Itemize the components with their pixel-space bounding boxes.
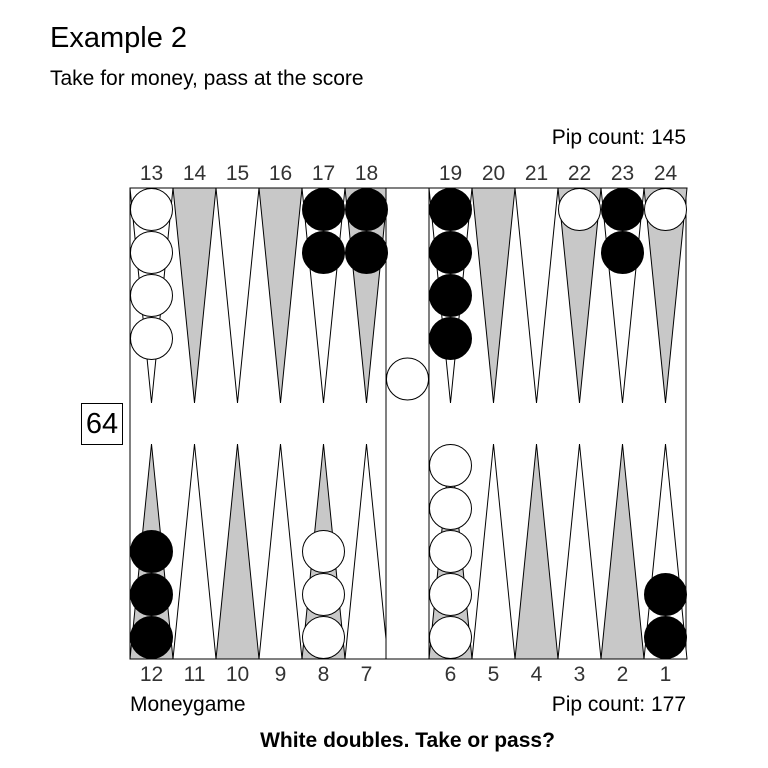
black-checker-point-19[interactable] xyxy=(429,231,472,274)
white-checker-point-8[interactable] xyxy=(302,573,345,616)
point-label-24: 24 xyxy=(654,162,678,185)
white-checker-point-24[interactable] xyxy=(644,188,687,231)
black-checker-point-18[interactable] xyxy=(345,231,388,274)
point-10-triangle xyxy=(215,443,260,660)
point-label-20: 20 xyxy=(482,162,505,185)
white-checker-point-8[interactable] xyxy=(302,616,345,659)
black-checker-point-23[interactable] xyxy=(601,231,644,274)
point-20-triangle xyxy=(471,187,516,404)
point-label-15: 15 xyxy=(226,162,249,185)
point-label-21: 21 xyxy=(525,162,548,185)
point-label-5: 5 xyxy=(488,663,500,686)
point-label-18: 18 xyxy=(355,162,378,185)
white-checker-point-13[interactable] xyxy=(130,188,173,231)
point-label-2: 2 xyxy=(617,663,629,686)
doubling-cube: 64 xyxy=(81,403,123,445)
black-checker-point-12[interactable] xyxy=(130,616,173,659)
point-15-triangle xyxy=(215,187,260,404)
point-11-triangle xyxy=(172,443,217,660)
black-checker-point-23[interactable] xyxy=(601,188,644,231)
point-7-triangle xyxy=(344,443,389,660)
black-checker-point-19[interactable] xyxy=(429,274,472,317)
white-checker-point-6[interactable] xyxy=(429,616,472,659)
point-label-11: 11 xyxy=(184,663,206,686)
point-9-triangle xyxy=(258,443,303,660)
black-checker-point-12[interactable] xyxy=(130,573,173,616)
point-label-7: 7 xyxy=(361,663,373,686)
match-type-label: Moneygame xyxy=(130,693,246,716)
white-checker-point-22[interactable] xyxy=(558,188,601,231)
white-checker-point-8[interactable] xyxy=(302,530,345,573)
white-checker-point-13[interactable] xyxy=(130,317,173,360)
diagram-title: Example 2 xyxy=(50,22,188,54)
point-label-1: 1 xyxy=(660,663,672,686)
point-21-triangle xyxy=(514,187,559,404)
point-label-9: 9 xyxy=(275,663,287,686)
white-checker-point-6[interactable] xyxy=(429,530,472,573)
white-checker-bar[interactable] xyxy=(386,357,429,401)
diagram-subtitle: Take for money, pass at the score xyxy=(50,67,364,90)
question-text: White doubles. Take or pass? xyxy=(260,729,555,752)
point-label-23: 23 xyxy=(611,162,634,185)
point-4-triangle xyxy=(514,443,559,660)
white-checker-point-6[interactable] xyxy=(429,573,472,616)
black-checker-point-18[interactable] xyxy=(345,188,388,231)
point-label-4: 4 xyxy=(531,663,543,686)
point-label-8: 8 xyxy=(318,663,330,686)
black-checker-point-19[interactable] xyxy=(429,188,472,231)
pip-count-bottom: Pip count: 177 xyxy=(551,693,686,716)
point-2-triangle xyxy=(600,443,645,660)
point-label-14: 14 xyxy=(183,162,207,185)
point-5-triangle xyxy=(471,443,516,660)
black-checker-point-17[interactable] xyxy=(302,188,345,231)
point-3-triangle xyxy=(557,443,602,660)
black-checker-point-1[interactable] xyxy=(644,573,687,616)
white-checker-point-13[interactable] xyxy=(130,274,173,317)
white-checker-point-13[interactable] xyxy=(130,231,173,274)
point-label-22: 22 xyxy=(568,162,591,185)
bar xyxy=(385,187,430,660)
point-label-19: 19 xyxy=(439,162,462,185)
pip-count-top: Pip count: 145 xyxy=(551,126,686,149)
white-checker-point-6[interactable] xyxy=(429,444,472,487)
point-label-13: 13 xyxy=(140,162,163,185)
point-label-6: 6 xyxy=(445,663,457,686)
point-14-triangle xyxy=(172,187,217,404)
point-label-16: 16 xyxy=(269,162,292,185)
point-label-12: 12 xyxy=(140,663,163,686)
point-label-10: 10 xyxy=(226,663,249,686)
white-checker-point-6[interactable] xyxy=(429,487,472,530)
point-16-triangle xyxy=(258,187,303,404)
point-label-3: 3 xyxy=(574,663,586,686)
black-checker-point-1[interactable] xyxy=(644,616,687,659)
black-checker-point-12[interactable] xyxy=(130,530,173,573)
black-checker-point-17[interactable] xyxy=(302,231,345,274)
point-label-17: 17 xyxy=(312,162,335,185)
black-checker-point-19[interactable] xyxy=(429,317,472,360)
